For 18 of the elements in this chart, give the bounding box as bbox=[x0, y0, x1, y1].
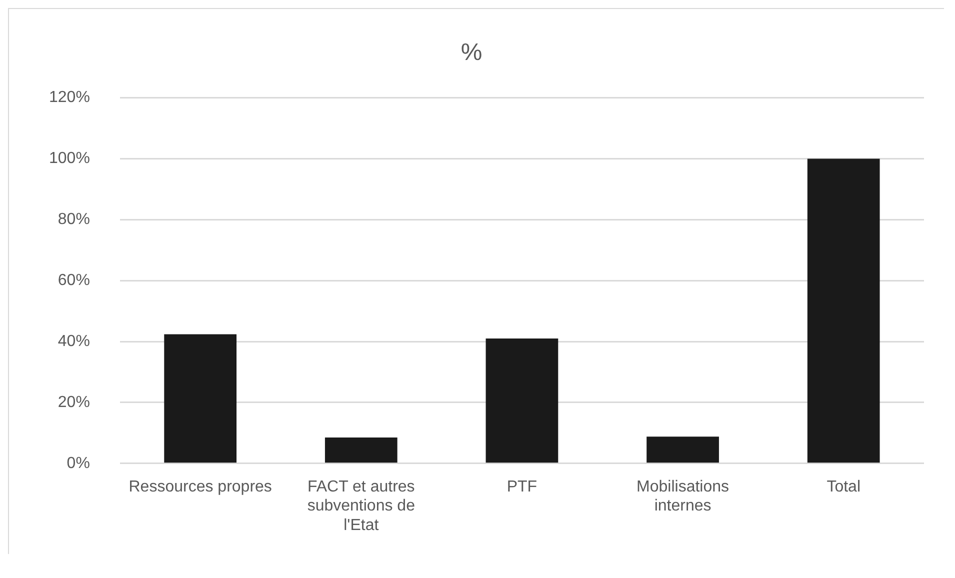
bar bbox=[486, 338, 558, 463]
y-tick-label: 40% bbox=[58, 332, 90, 350]
y-tick-label: 20% bbox=[58, 394, 90, 411]
x-tick-label: FACT et autres subventions de l'Etat bbox=[307, 478, 416, 534]
bar bbox=[646, 436, 719, 463]
bar bbox=[807, 158, 880, 463]
y-tick-label: 100% bbox=[49, 150, 90, 168]
x-tick-label: PTF bbox=[506, 478, 538, 496]
x-tick-label: Ressources propres bbox=[128, 478, 272, 496]
chart-title: % bbox=[460, 39, 482, 66]
bar bbox=[324, 438, 398, 463]
y-tick-label: 0% bbox=[66, 454, 90, 472]
x-tick-label: Mobilisations internes bbox=[636, 478, 730, 515]
y-tick-label: 120% bbox=[49, 89, 90, 106]
x-tick-label: Total bbox=[826, 478, 860, 496]
y-tick-label: 80% bbox=[58, 211, 90, 228]
y-tick-label: 60% bbox=[58, 272, 90, 290]
bar bbox=[164, 334, 237, 463]
